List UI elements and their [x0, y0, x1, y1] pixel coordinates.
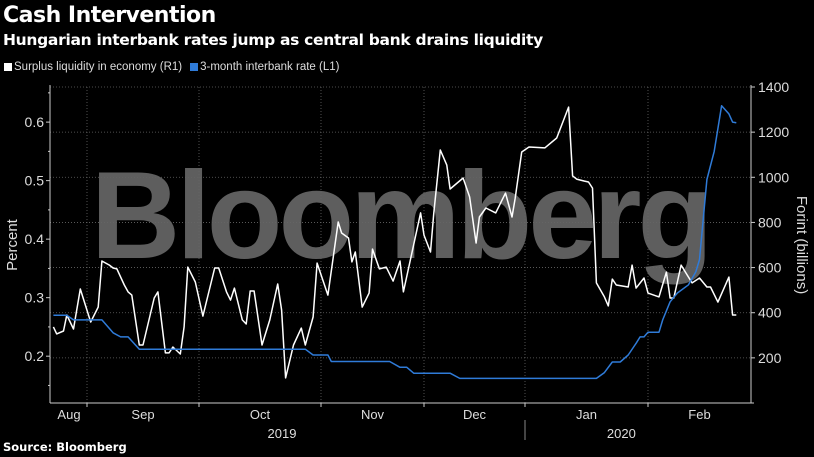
- right-axis-tick-label: 1000: [758, 169, 789, 185]
- legend-label-surplus: Surplus liquidity in economy (R1): [14, 61, 183, 73]
- legend-label-rate: 3-month interbank rate (L1): [200, 61, 340, 73]
- chart-subtitle: Hungarian interbank rates jump as centra…: [3, 31, 543, 49]
- x-axis-month-label: Sep: [131, 407, 154, 422]
- x-axis-month-label: Jan: [576, 407, 597, 422]
- x-axis-month-label: Oct: [250, 407, 271, 422]
- source-note: Source: Bloomberg: [3, 440, 127, 454]
- x-axis-month-label: Nov: [361, 407, 385, 422]
- right-axis-tick-label: 1400: [758, 79, 789, 95]
- watermark-logo: Bloomberg: [91, 147, 709, 285]
- left-axis-title: Percent: [4, 218, 21, 271]
- right-axis-tick-label: 600: [758, 260, 782, 276]
- right-axis-tick-label: 800: [758, 214, 782, 230]
- legend-swatch-surplus: [4, 63, 12, 71]
- legend-item-surplus: Surplus liquidity in economy (R1): [4, 61, 182, 73]
- legend-item-rate: 3-month interbank rate (L1): [190, 61, 339, 73]
- series-line-interbank-rate: [53, 104, 737, 380]
- legend-swatch-rate: [190, 63, 199, 71]
- x-axis-month-label: Aug: [57, 407, 80, 422]
- x-axis-year-label: 2019: [268, 426, 297, 441]
- left-axis-tick-label: 0.4: [25, 231, 45, 247]
- chart-title: Cash Intervention: [3, 3, 216, 28]
- left-axis-tick-label: 0.6: [25, 114, 45, 130]
- left-axis-tick-label: 0.5: [25, 173, 45, 189]
- right-axis-tick-label: 400: [758, 305, 782, 321]
- left-axis-tick-label: 0.2: [25, 348, 45, 364]
- right-axis-tick-label: 200: [758, 350, 782, 366]
- x-axis-year-label: 2020: [607, 426, 636, 441]
- x-axis-month-label: Feb: [688, 407, 710, 422]
- legend: Surplus liquidity in economy (R1) 3-mont…: [4, 61, 339, 73]
- right-axis-tick-label: 1200: [758, 124, 789, 140]
- right-axis-title: Forint (billions): [793, 196, 810, 294]
- left-axis-tick-label: 0.3: [25, 290, 45, 306]
- x-axis-month-label: Dec: [463, 407, 487, 422]
- series-line-surplus-liquidity: [52, 106, 737, 379]
